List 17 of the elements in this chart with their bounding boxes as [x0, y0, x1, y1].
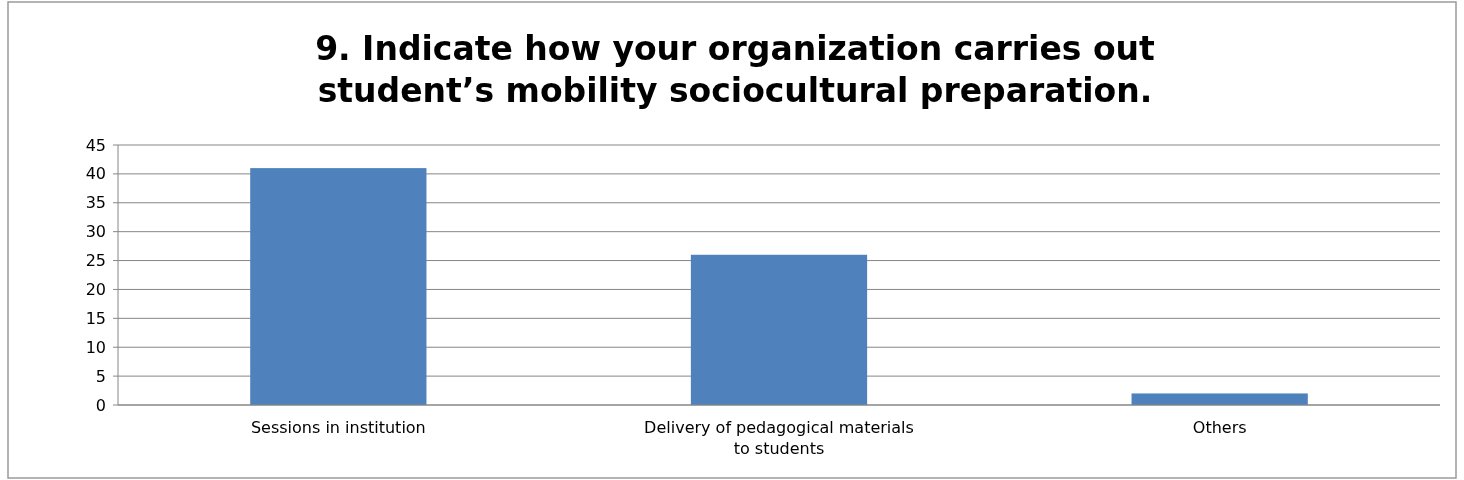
chart-title: 9. Indicate how your organization carries out student’s mobility sociocultural preparation.	[315, 29, 1156, 110]
bar	[1131, 393, 1308, 405]
y-tick-label: 45	[85, 135, 106, 155]
y-tick-label: 10	[85, 337, 106, 357]
y-tick-label: 0	[95, 395, 106, 415]
y-tick-label: 20	[85, 280, 106, 300]
y-tick-label: 25	[85, 251, 106, 271]
y-tick-label: 40	[85, 164, 106, 184]
bar	[250, 168, 427, 405]
x-tick-label: Others	[1192, 418, 1247, 437]
x-tick-label: Delivery of pedagogical materials to students	[644, 418, 914, 458]
x-tick-label: Sessions in institution	[250, 418, 426, 437]
y-tick-label: 5	[95, 366, 106, 386]
bar	[690, 254, 868, 405]
y-tick-label: 15	[85, 308, 106, 328]
y-tick-label: 35	[85, 193, 106, 213]
y-tick-label: 30	[85, 222, 106, 242]
